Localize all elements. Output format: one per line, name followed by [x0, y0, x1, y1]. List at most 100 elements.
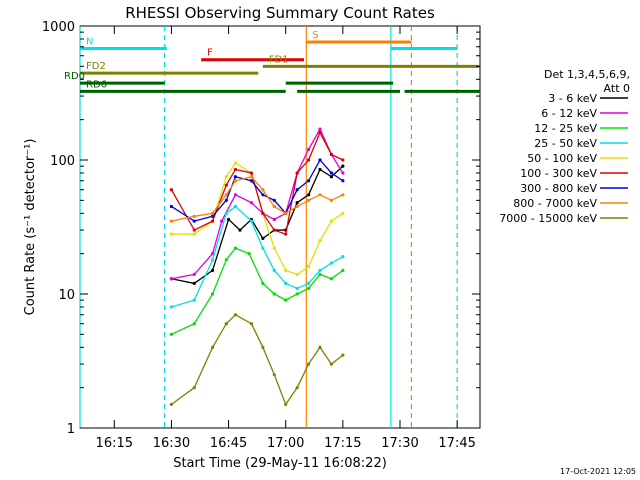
status-label-fd1: FD1 [269, 54, 289, 65]
series-point [210, 268, 215, 273]
legend-entry-label: 100 - 300 keV [520, 167, 597, 180]
series-point [261, 281, 265, 285]
series-point [272, 228, 276, 232]
series-point [210, 258, 215, 262]
series-point [261, 211, 265, 215]
chart-title: RHESSI Observing Summary Count Rates [125, 4, 435, 22]
series-point [192, 322, 196, 326]
series-point [210, 292, 215, 296]
series-point [306, 281, 311, 285]
series-point [210, 252, 215, 256]
series-point [224, 198, 228, 202]
series-point [329, 261, 334, 265]
series-point [306, 265, 311, 269]
status-label-rd6: RD6 [86, 79, 107, 90]
series-point [224, 258, 228, 262]
series-point [284, 232, 288, 236]
series-point [318, 193, 322, 197]
series-point [295, 272, 299, 277]
series-point [329, 152, 334, 157]
series-point [306, 158, 311, 162]
series-point [329, 277, 334, 281]
series-point [341, 193, 345, 197]
series-point [306, 362, 311, 366]
series-point [261, 188, 265, 192]
timestamp: 17-Oct-2021 12:05 [560, 467, 636, 476]
series-point [295, 204, 299, 209]
series-point [210, 214, 215, 218]
legend-header: Det 1,3,4,5,6,9, [544, 68, 630, 81]
series-point [210, 345, 215, 349]
plot-frame [79, 25, 481, 429]
legend-entry-label: 25 - 50 keV [534, 137, 597, 150]
series-point [295, 201, 299, 205]
y-tick-label: 1 [67, 422, 75, 437]
series-point [306, 147, 311, 151]
series-point [318, 345, 322, 349]
status-label-n: N [86, 36, 93, 47]
series-point [233, 179, 238, 183]
series-point [341, 268, 345, 273]
x-tick-label: 17:45 [438, 436, 475, 451]
series-line [171, 247, 344, 335]
series-point [306, 286, 311, 291]
series-point [192, 386, 196, 390]
series-point [295, 292, 299, 296]
series-point [233, 313, 238, 317]
series-line [171, 205, 344, 308]
series-point [329, 198, 334, 202]
y-tick-label: 1000 [42, 20, 75, 35]
series-point [220, 219, 224, 223]
series-line [171, 158, 344, 222]
legend-entry-label: 800 - 7000 keV [513, 197, 597, 210]
legend-entry-label: 6 - 12 keV [541, 107, 597, 120]
series-point [226, 217, 231, 222]
series-point [295, 171, 299, 175]
series-point [318, 272, 322, 277]
series-point [261, 236, 265, 240]
series-point [192, 214, 196, 218]
series-point [249, 171, 254, 175]
series-point [233, 193, 238, 197]
series-point [272, 198, 276, 202]
series-point [192, 228, 196, 232]
series-point [329, 362, 334, 366]
legend-entry-label: 3 - 6 keV [548, 92, 597, 105]
series-point [318, 239, 322, 243]
series-point [284, 298, 288, 302]
series-point [306, 198, 311, 202]
x-tick-label: 16:30 [153, 436, 190, 451]
series-line [171, 127, 344, 280]
series-point [249, 175, 254, 179]
x-tick-label: 16:15 [96, 436, 133, 451]
series-point [169, 305, 174, 309]
legend: Det 1,3,4,5,6,9,Att 0 3 - 6 keV 6 - 12 keV… [499, 68, 630, 225]
series-point [295, 188, 299, 192]
series-point [341, 255, 345, 259]
series-point [224, 175, 228, 179]
series-point [284, 211, 288, 215]
x-tick-label: 16:45 [210, 436, 247, 451]
series-point [233, 167, 238, 172]
series-point [318, 268, 322, 273]
series-point [341, 171, 345, 175]
series-point [249, 322, 254, 326]
series-point [272, 246, 276, 250]
series-point [233, 204, 238, 209]
series-point [318, 167, 322, 172]
series-point [261, 345, 265, 349]
series-point [192, 219, 196, 223]
series-point [295, 386, 299, 390]
series-point [318, 131, 322, 135]
legend-entry-label: 12 - 25 keV [534, 122, 597, 135]
legend-header: Att 0 [604, 82, 630, 95]
series-point [233, 175, 238, 179]
series-point [318, 127, 322, 131]
series-point [210, 211, 215, 215]
series-point [341, 353, 345, 357]
series-point [192, 281, 196, 285]
series-point [284, 281, 288, 285]
series-point [249, 179, 254, 183]
status-label-fd2: FD2 [86, 61, 106, 72]
